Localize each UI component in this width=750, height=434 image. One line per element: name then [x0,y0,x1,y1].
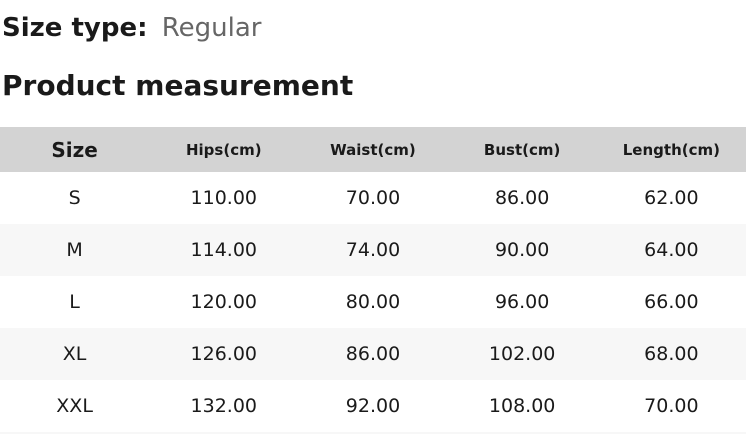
column-header: Length(cm) [622,140,720,159]
measurement-cell: 74.00 [345,239,401,261]
size-type-value: Regular [161,13,262,43]
measurement-cell: 86.00 [345,343,401,365]
size-type-label: Size type: [2,13,148,43]
measurement-cell: 90.00 [494,239,550,261]
size-cell: S [68,187,81,209]
measurement-cell: 66.00 [644,291,699,313]
measurement-cell: 86.00 [494,187,550,209]
table-row: S 110.00 70.00 86.00 62.00 [0,172,746,224]
measurement-table: Size Hips(cm) Waist(cm) Bust(cm) Length(cm) … [0,127,746,432]
next-row-peek [0,432,746,434]
table-body: S 110.00 70.00 86.00 62.00 M 114.00 74.00 90.00 6… [0,172,746,432]
table-row: XL 126.00 86.00 102.00 68.00 [0,328,746,380]
table-row: XXL 132.00 92.00 108.00 70.00 [0,380,746,432]
size-cell: L [69,291,80,313]
table-row: M 114.00 74.00 90.00 64.00 [0,224,746,276]
column-header: Bust(cm) [483,140,561,159]
measurement-cell: 126.00 [190,343,258,365]
measurement-cell: 132.00 [190,395,258,417]
measurement-cell: 108.00 [488,395,556,417]
column-header-size: Size [51,137,98,162]
measurement-cell: 92.00 [345,395,401,417]
measurement-cell: 68.00 [644,343,699,365]
measurement-cell: 110.00 [190,187,258,209]
measurement-cell: 62.00 [644,187,699,209]
measurement-cell: 120.00 [190,291,258,313]
measurement-cell: 96.00 [494,291,550,313]
section-title: Product measurement [2,69,354,102]
measurement-cell: 80.00 [345,291,401,313]
product-measurement-section: Size type: Regular Product measurement S… [0,13,750,434]
column-header: Hips(cm) [185,140,262,159]
table-row: L 120.00 80.00 96.00 66.00 [0,276,746,328]
measurement-cell: 114.00 [190,239,258,261]
size-cell: XL [62,343,87,365]
column-header: Waist(cm) [330,140,416,159]
size-cell: XXL [56,395,93,417]
size-cell: M [66,239,83,261]
measurement-cell: 102.00 [488,343,556,365]
measurement-cell: 64.00 [644,239,699,261]
size-type-line: Size type: Regular [2,13,750,44]
measurement-cell: 70.00 [644,395,699,417]
measurement-cell: 70.00 [345,187,401,209]
table-header-row: Size Hips(cm) Waist(cm) Bust(cm) Length(cm) [0,127,746,172]
